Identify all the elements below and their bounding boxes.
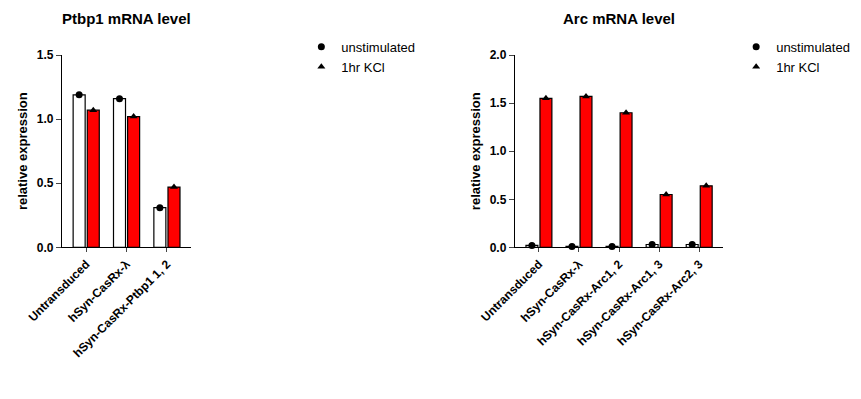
svg-text:0.0: 0.0 xyxy=(490,241,507,255)
svg-text:hSyn-CasRx-Arc2, 3: hSyn-CasRx-Arc2, 3 xyxy=(615,257,706,348)
svg-text:hSyn-CasRx-Ptbp1 1, 2: hSyn-CasRx-Ptbp1 1, 2 xyxy=(70,257,173,360)
svg-text:unstimulated: unstimulated xyxy=(776,40,850,55)
svg-text:1.0: 1.0 xyxy=(37,112,54,126)
svg-text:1hr KCl: 1hr KCl xyxy=(341,60,384,75)
svg-text:1.5: 1.5 xyxy=(37,48,54,62)
svg-text:1.5: 1.5 xyxy=(490,96,507,110)
svg-text:Untransduced: Untransduced xyxy=(478,257,545,324)
svg-text:unstimulated: unstimulated xyxy=(341,40,415,55)
svg-text:hSyn-CasRx-Arc1, 2: hSyn-CasRx-Arc1, 2 xyxy=(534,257,625,348)
svg-text:0.0: 0.0 xyxy=(37,241,54,255)
svg-text:hSyn-CasRx-Arc1, 3: hSyn-CasRx-Arc1, 3 xyxy=(574,257,665,348)
svg-text:2.0: 2.0 xyxy=(490,48,507,62)
svg-text:0.5: 0.5 xyxy=(490,193,507,207)
svg-text:relative expression: relative expression xyxy=(468,92,483,210)
svg-text:Untransduced: Untransduced xyxy=(26,257,93,324)
svg-text:hSyn-CasRx-λ: hSyn-CasRx-λ xyxy=(66,257,134,325)
svg-text:1hr KCl: 1hr KCl xyxy=(776,60,819,75)
svg-text:0.5: 0.5 xyxy=(37,176,54,190)
svg-text:relative expression: relative expression xyxy=(15,92,30,210)
svg-text:1.0: 1.0 xyxy=(490,144,507,158)
svg-text:Arc mRNA level: Arc mRNA level xyxy=(563,10,675,27)
svg-text:hSyn-CasRx-λ: hSyn-CasRx-λ xyxy=(518,257,586,325)
svg-text:Ptbp1 mRNA level: Ptbp1 mRNA level xyxy=(62,10,191,27)
